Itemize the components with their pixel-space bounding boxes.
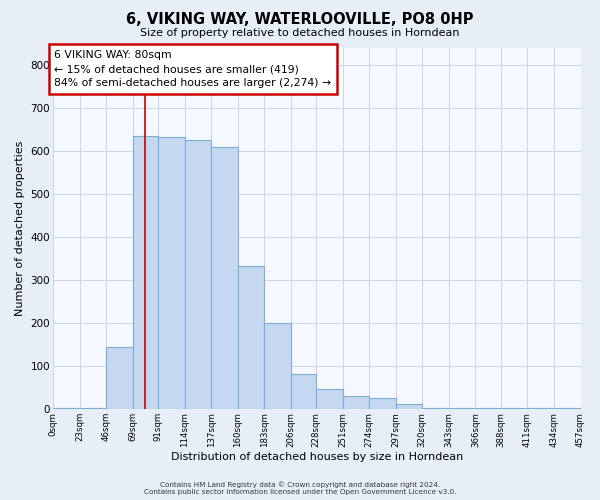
Text: 6 VIKING WAY: 80sqm
← 15% of detached houses are smaller (419)
84% of semi-detac: 6 VIKING WAY: 80sqm ← 15% of detached ho… [54, 50, 331, 88]
Bar [501, 408, 527, 410]
Bar [527, 408, 554, 410]
Text: Size of property relative to detached houses in Horndean: Size of property relative to detached ho… [140, 28, 460, 38]
Bar [343, 396, 369, 409]
Bar [396, 404, 422, 409]
Bar [238, 266, 264, 410]
Y-axis label: Number of detached properties: Number of detached properties [15, 140, 25, 316]
Bar [106, 347, 133, 410]
Bar [369, 398, 396, 409]
Bar [475, 408, 501, 410]
Text: Contains public sector information licensed under the Open Government Licence v3: Contains public sector information licen… [144, 489, 456, 495]
Bar [316, 389, 343, 409]
Bar [158, 136, 185, 409]
Bar [80, 408, 106, 410]
Bar [449, 408, 475, 410]
Bar [291, 374, 316, 410]
Bar [53, 408, 80, 410]
Bar [185, 140, 211, 409]
X-axis label: Distribution of detached houses by size in Horndean: Distribution of detached houses by size … [170, 452, 463, 462]
Bar [554, 408, 581, 410]
Bar [133, 136, 158, 409]
Bar [264, 323, 291, 410]
Text: Contains HM Land Registry data © Crown copyright and database right 2024.: Contains HM Land Registry data © Crown c… [160, 481, 440, 488]
Bar [211, 146, 238, 410]
Text: 6, VIKING WAY, WATERLOOVILLE, PO8 0HP: 6, VIKING WAY, WATERLOOVILLE, PO8 0HP [126, 12, 474, 28]
Bar [422, 408, 449, 410]
